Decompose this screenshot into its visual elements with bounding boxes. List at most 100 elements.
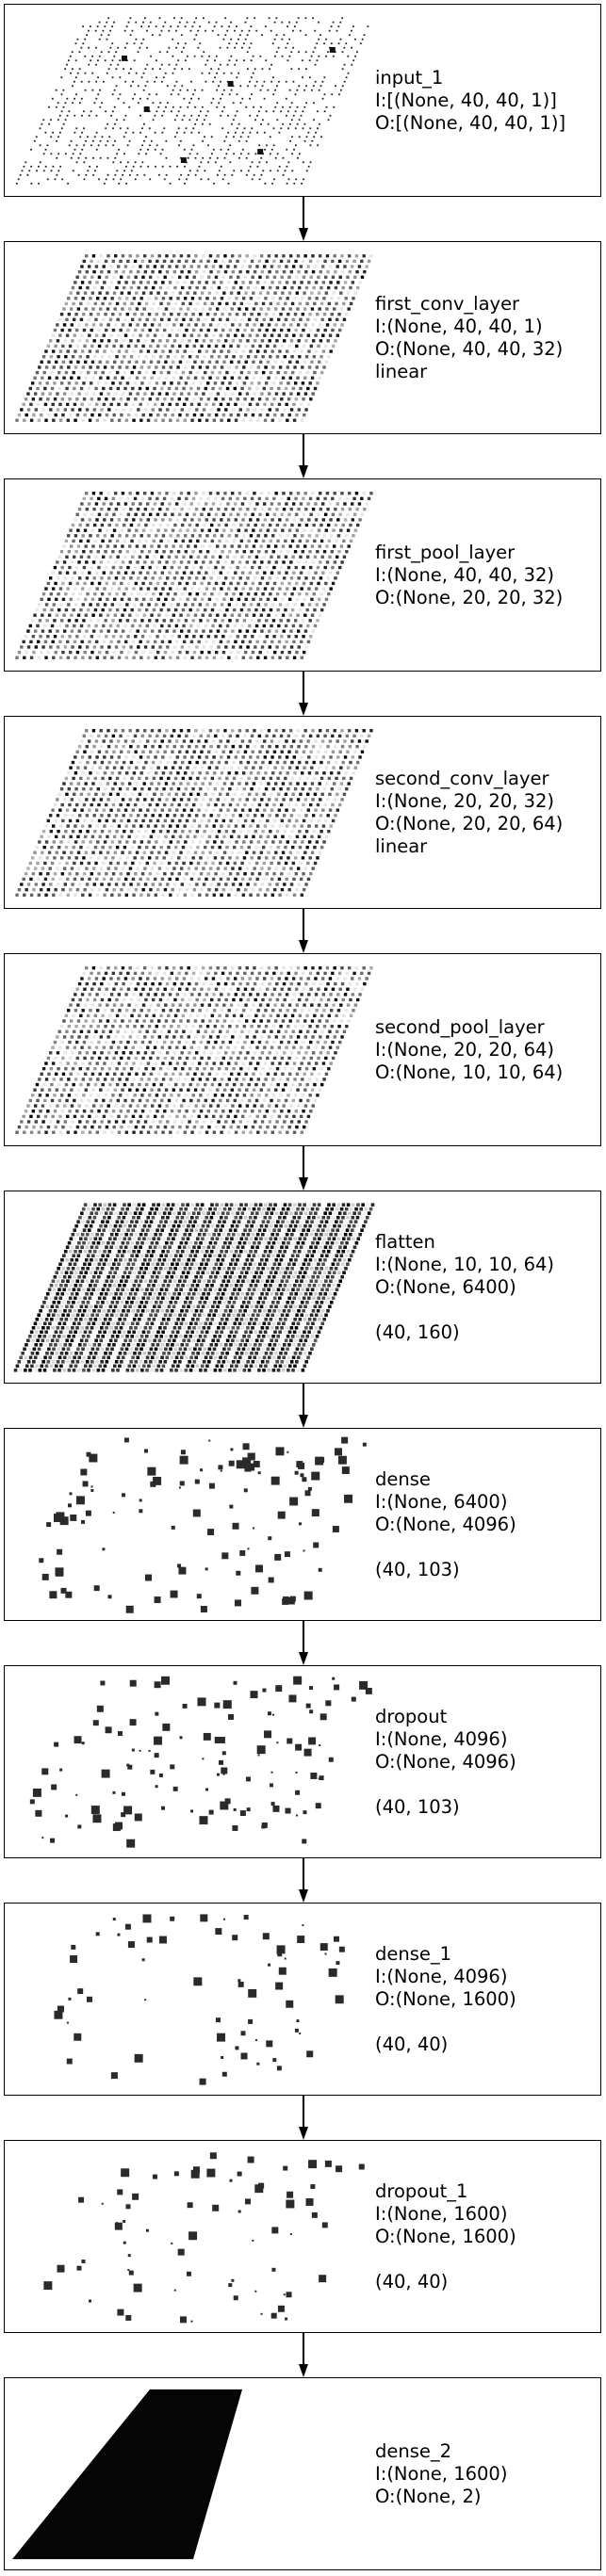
activation-cell bbox=[109, 349, 114, 353]
activation-cell bbox=[250, 786, 254, 791]
pixel-dot bbox=[261, 85, 264, 88]
pixel-dot bbox=[178, 178, 181, 181]
activation-cell bbox=[189, 861, 193, 866]
activation-cell bbox=[306, 808, 311, 812]
pixel-dot bbox=[337, 25, 340, 28]
activation-cell bbox=[90, 1040, 93, 1045]
activation-cell bbox=[331, 581, 336, 586]
activation-cell bbox=[189, 640, 194, 644]
activation-cell bbox=[243, 802, 247, 807]
pixel-dot bbox=[82, 42, 85, 45]
activation-cell bbox=[249, 755, 253, 759]
activation-cell bbox=[305, 608, 309, 612]
activation-cell bbox=[287, 259, 291, 264]
activation-cell bbox=[314, 587, 319, 591]
activation-cell bbox=[237, 323, 242, 327]
pixel-dot bbox=[236, 76, 238, 79]
pixel-dot bbox=[207, 161, 209, 164]
activation-cell bbox=[117, 877, 121, 882]
pixel-dot bbox=[90, 110, 92, 113]
activation-cell bbox=[72, 555, 76, 559]
activation-cell bbox=[182, 861, 186, 866]
activation-cell bbox=[44, 893, 48, 897]
pixel-dot bbox=[270, 29, 272, 32]
pixel-dot bbox=[194, 105, 196, 108]
activation-cell bbox=[126, 565, 130, 570]
activation-cell bbox=[249, 281, 253, 284]
pixel-dot bbox=[211, 29, 214, 32]
activation-cell bbox=[182, 624, 186, 628]
activation-cell bbox=[267, 392, 271, 396]
pixel-dot bbox=[298, 153, 301, 155]
activation-cell bbox=[202, 629, 205, 633]
activation-cell bbox=[192, 413, 197, 417]
activation-cell bbox=[33, 376, 37, 380]
pixel-dot bbox=[237, 122, 240, 125]
pixel-dot bbox=[310, 89, 313, 91]
activation-cell bbox=[233, 317, 237, 321]
pixel-dot bbox=[314, 80, 317, 83]
activation-cell bbox=[197, 739, 201, 743]
activation-cell bbox=[122, 760, 126, 765]
activation-cell bbox=[82, 786, 86, 791]
activation-cell bbox=[98, 597, 102, 602]
pixel-dot bbox=[111, 59, 114, 62]
activation-cell bbox=[75, 887, 80, 892]
activation-cell bbox=[197, 281, 202, 284]
activation-cell bbox=[43, 1098, 47, 1103]
activation-cell bbox=[237, 887, 240, 892]
activation-cell bbox=[314, 739, 318, 743]
activation-cell bbox=[77, 339, 82, 343]
activation-cell bbox=[280, 887, 285, 892]
activation-cell bbox=[184, 365, 188, 369]
activation-cell bbox=[190, 771, 195, 775]
pixel-dot bbox=[118, 148, 120, 151]
activation-cell bbox=[205, 312, 210, 316]
activation-cell bbox=[280, 635, 284, 639]
activation-cell bbox=[238, 814, 242, 818]
activation-cell bbox=[226, 808, 230, 812]
activation-cell bbox=[200, 413, 204, 417]
pixel-dot bbox=[57, 102, 59, 105]
pixel-dot bbox=[225, 136, 228, 138]
activation-cell bbox=[171, 413, 174, 417]
activation-cell bbox=[242, 549, 247, 554]
activation-cell bbox=[116, 861, 121, 866]
activation-cell bbox=[291, 739, 296, 743]
activation-cell bbox=[237, 376, 241, 380]
activation-cell bbox=[157, 323, 162, 327]
activation-cell bbox=[119, 259, 123, 264]
pixel-dot bbox=[302, 161, 304, 164]
activation-cell bbox=[336, 297, 341, 300]
activation-cell bbox=[107, 645, 111, 649]
activation-cell bbox=[170, 734, 174, 738]
activation-cell bbox=[272, 344, 277, 348]
activation-cell bbox=[100, 355, 105, 359]
pixel-dot bbox=[205, 29, 206, 32]
activation-cell bbox=[283, 408, 287, 412]
activation-cell bbox=[107, 592, 112, 596]
activation-cell bbox=[108, 301, 112, 306]
activation-cell bbox=[151, 507, 155, 511]
activation-cell bbox=[335, 539, 338, 543]
activation-cell bbox=[146, 824, 151, 828]
activation-cell bbox=[63, 408, 68, 412]
activation-cell bbox=[56, 1120, 60, 1124]
pixel-dot bbox=[46, 144, 49, 147]
activation-cell bbox=[272, 496, 276, 501]
activation-cell bbox=[52, 656, 56, 659]
activation-cell bbox=[76, 782, 81, 786]
activation-cell bbox=[241, 281, 245, 284]
activation-cell bbox=[80, 1061, 85, 1065]
activation-cell bbox=[70, 560, 74, 564]
pixel-blob bbox=[122, 55, 127, 61]
activation-cell bbox=[106, 392, 110, 396]
activation-cell bbox=[185, 275, 189, 279]
pixel-dot bbox=[52, 165, 55, 168]
activation-cell bbox=[93, 776, 98, 781]
pixel-dot bbox=[132, 131, 135, 134]
activation-cell bbox=[101, 608, 105, 612]
activation-cell bbox=[127, 291, 131, 295]
activation-cell bbox=[83, 413, 87, 417]
activation-cell bbox=[303, 613, 307, 617]
